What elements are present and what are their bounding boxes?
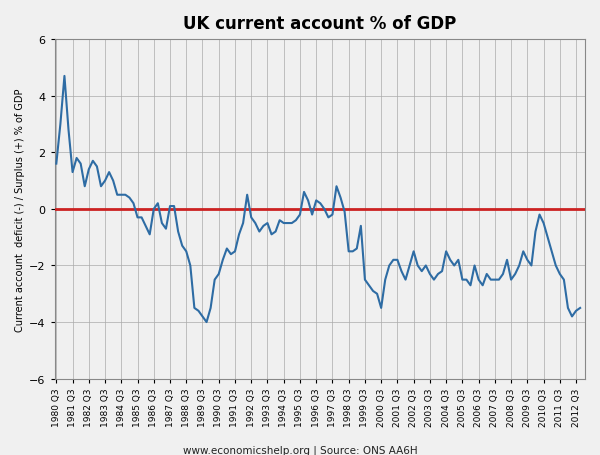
Text: www.economicshelp.org | Source: ONS AA6H: www.economicshelp.org | Source: ONS AA6H: [182, 445, 418, 455]
Y-axis label: Current account  deficit (-) / Surplus (+) % of GDP: Current account deficit (-) / Surplus (+…: [15, 88, 25, 331]
Title: UK current account % of GDP: UK current account % of GDP: [183, 15, 457, 33]
